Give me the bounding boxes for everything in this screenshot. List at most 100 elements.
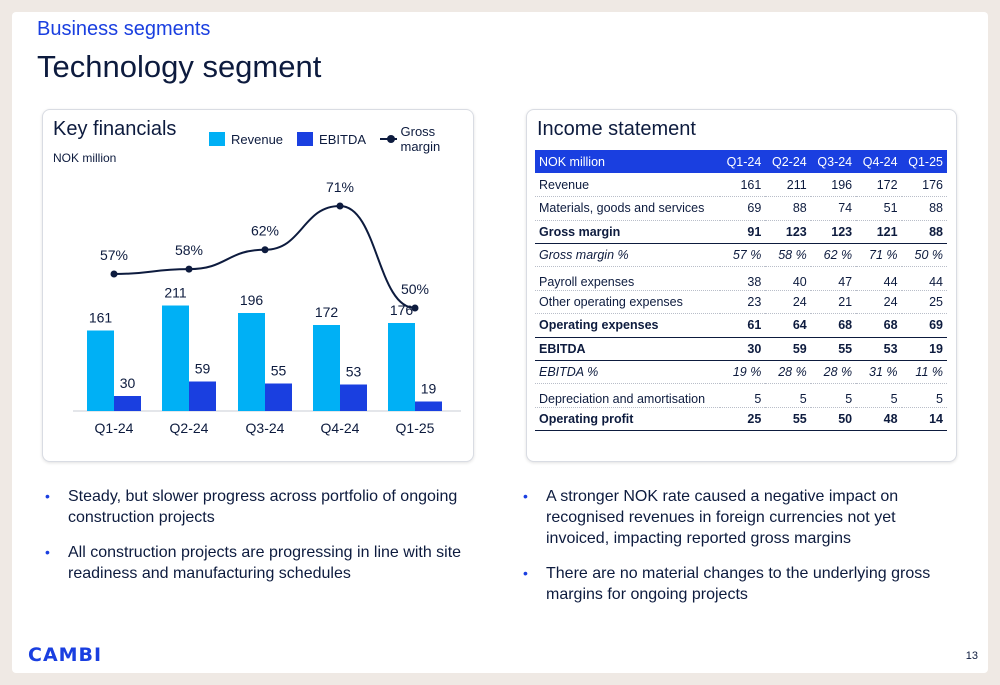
- table-cell: 44: [901, 266, 947, 291]
- table-cell: 24: [856, 290, 902, 315]
- table-cell: 19: [901, 337, 947, 362]
- table-cell: 88: [901, 196, 947, 221]
- row-label: Payroll expenses: [535, 266, 720, 291]
- gross-margin-point: [261, 246, 269, 254]
- table-cell: 68: [856, 313, 902, 338]
- table-row: Operating profit 25 55 50 48 14: [535, 407, 947, 432]
- bullet-item: • Steady, but slower progress across port…: [42, 486, 472, 528]
- table-header-cell: Q4-24: [856, 150, 902, 174]
- table-cell: 62 %: [810, 243, 857, 268]
- table-cell: 123: [810, 220, 857, 245]
- table-cell: 5: [901, 383, 947, 408]
- legend-revenue-swatch: [209, 132, 225, 146]
- table-cell: 55: [765, 407, 811, 432]
- table-row: Gross margin 91 123 123 121 88: [535, 220, 947, 245]
- table-cell: 91: [719, 220, 766, 245]
- table-cell: 74: [810, 196, 857, 221]
- unit-label: NOK million: [53, 151, 117, 165]
- x-tick-label: Q3-24: [246, 420, 285, 436]
- table-cell: 61: [719, 313, 766, 338]
- legend-gross-margin: Gross margin: [380, 124, 459, 154]
- table-cell: 69: [719, 196, 766, 221]
- legend-gross-margin-label: Gross margin: [400, 124, 441, 154]
- income-statement-title: Income statement: [537, 118, 696, 140]
- table-cell: 196: [810, 173, 857, 198]
- chart-legend: Revenue EBITDA Gross margin: [209, 124, 473, 154]
- revenue-bar: [87, 330, 114, 411]
- x-tick-label: Q1-24: [95, 420, 134, 436]
- table-row: Revenue 161 211 196 172 176: [535, 173, 947, 198]
- table-cell: 5: [810, 383, 857, 408]
- table-cell: 121: [856, 220, 902, 245]
- table-cell: 5: [765, 383, 811, 408]
- table-cell: 69: [901, 313, 947, 338]
- table-cell: 25: [719, 407, 766, 432]
- table-cell: 161: [719, 173, 766, 198]
- bullet-text: There are no material changes to the und…: [546, 565, 931, 603]
- bullet-text: A stronger NOK rate caused a negative im…: [546, 488, 899, 547]
- bullets-left: • Steady, but slower progress across port…: [42, 486, 472, 598]
- revenue-bar: [388, 323, 415, 411]
- bullet-text: All construction projects are progressin…: [68, 544, 462, 582]
- row-label: Gross margin: [535, 220, 720, 245]
- table-cell: 5: [856, 383, 902, 408]
- row-label: EBITDA %: [535, 360, 720, 385]
- table-header-label: NOK million: [535, 150, 720, 174]
- row-label: Gross margin %: [535, 243, 720, 268]
- row-label: Operating expenses: [535, 313, 720, 338]
- table-cell: 5: [719, 383, 766, 408]
- row-label: Operating profit: [535, 407, 720, 432]
- revenue-data-label: 196: [240, 292, 264, 308]
- revenue-data-label: 176: [390, 302, 414, 318]
- revenue-bar: [238, 313, 265, 411]
- revenue-data-label: 161: [89, 310, 113, 326]
- ebitda-bar: [189, 381, 216, 411]
- income-statement-card: Income statement NOK million Q1-24 Q2-24 Q3…: [526, 109, 957, 462]
- revenue-data-label: 172: [315, 304, 339, 320]
- table-cell: 59: [765, 337, 811, 362]
- table-cell: 25: [901, 290, 947, 315]
- table-row: EBITDA % 19 % 28 % 28 % 31 % 11 %: [535, 360, 947, 385]
- revenue-bar: [313, 325, 340, 411]
- table-cell: 31 %: [856, 360, 902, 385]
- gross-margin-data-label: 62%: [251, 223, 279, 239]
- table-cell: 172: [856, 173, 902, 198]
- table-row: Operating expenses 61 64 68 68 69: [535, 313, 947, 338]
- legend-ebitda: EBITDA: [297, 132, 366, 147]
- table-cell: 48: [856, 407, 902, 432]
- table-cell: 50: [810, 407, 857, 432]
- row-label: Materials, goods and services: [535, 196, 720, 221]
- gross-margin-data-label: 71%: [326, 179, 354, 195]
- table-cell: 44: [856, 266, 902, 291]
- table-header-cell: Q1-25: [901, 150, 947, 174]
- row-label: EBITDA: [535, 337, 720, 362]
- row-label: Other operating expenses: [535, 290, 720, 315]
- table-cell: 176: [901, 173, 947, 198]
- table-cell: 50 %: [901, 243, 947, 268]
- gross-margin-data-label: 50%: [401, 281, 429, 297]
- bullet-text: Steady, but slower progress across portf…: [68, 488, 458, 526]
- ebitda-bar: [265, 383, 292, 411]
- legend-ebitda-swatch: [297, 132, 314, 146]
- legend-gross-margin-swatch: [380, 132, 397, 146]
- bullets-right: • A stronger NOK rate caused a negative i…: [520, 486, 960, 619]
- ebitda-data-label: 30: [120, 375, 136, 391]
- table-cell: 23: [719, 290, 766, 315]
- table-cell: 71 %: [856, 243, 902, 268]
- revenue-bar: [162, 305, 189, 411]
- gross-margin-data-label: 58%: [175, 242, 203, 258]
- table-row: Materials, goods and services 69 88 74 51 88: [535, 196, 947, 221]
- ebitda-data-label: 53: [346, 364, 362, 380]
- table-cell: 88: [901, 220, 947, 245]
- table-cell: 19 %: [719, 360, 766, 385]
- table-cell: 40: [765, 266, 811, 291]
- page-title: Technology segment: [37, 49, 322, 84]
- table-cell: 57 %: [719, 243, 766, 268]
- table-cell: 58 %: [765, 243, 811, 268]
- table-cell: 47: [810, 266, 857, 291]
- gross-margin-line: [113, 204, 416, 309]
- x-tick-label: Q4-24: [321, 420, 360, 436]
- bullet-dot-icon: •: [45, 544, 50, 560]
- page-number: 13: [965, 650, 978, 662]
- bullet-item: • There are no material changes to the un…: [520, 563, 960, 605]
